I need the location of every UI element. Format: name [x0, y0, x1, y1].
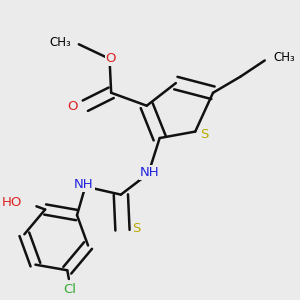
Text: S: S	[132, 222, 141, 235]
Text: NH: NH	[74, 178, 94, 191]
Text: O: O	[106, 52, 116, 65]
Text: Cl: Cl	[63, 283, 76, 296]
Text: O: O	[68, 100, 78, 113]
Text: HO: HO	[2, 196, 22, 208]
Text: NH: NH	[140, 166, 160, 179]
Text: CH₃: CH₃	[49, 36, 71, 49]
Text: CH₃: CH₃	[274, 51, 296, 64]
Text: S: S	[200, 128, 208, 141]
